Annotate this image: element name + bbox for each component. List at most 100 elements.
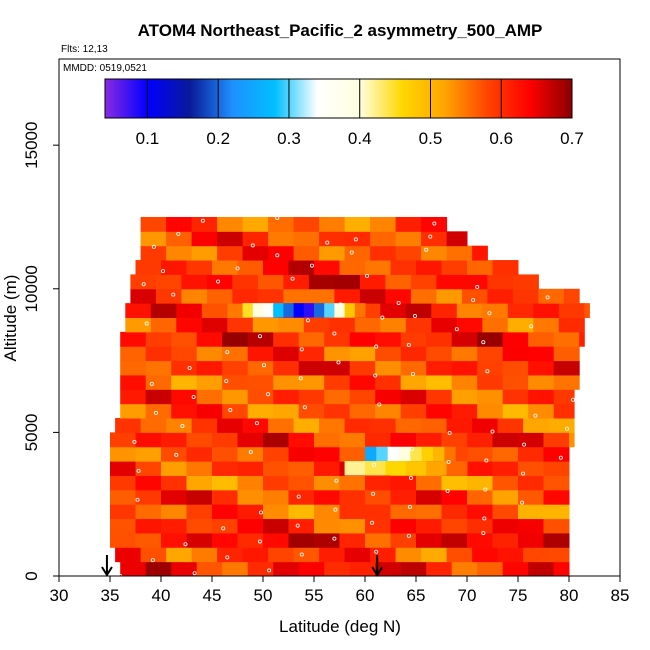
- heatmap-cell: [324, 360, 351, 376]
- x-tick-label: 30: [50, 586, 69, 605]
- x-tick-label: 35: [101, 586, 120, 605]
- heatmap-cell: [263, 532, 289, 548]
- heatmap-cell: [579, 331, 585, 347]
- heatmap-cell: [405, 303, 432, 318]
- heatmap-cell: [390, 532, 417, 548]
- observation-point: [267, 568, 272, 573]
- observation-point: [257, 334, 262, 339]
- heatmap-cell: [507, 303, 534, 318]
- heatmap-feature-cell: [405, 461, 427, 476]
- heatmap-cell: [288, 518, 315, 534]
- heatmap-cell: [487, 274, 514, 290]
- heatmap-cell: [451, 374, 478, 390]
- heatmap-cell: [196, 331, 223, 347]
- heatmap-cell: [237, 432, 264, 448]
- heatmap-cell: [390, 260, 417, 275]
- heatmap-cell: [400, 331, 427, 347]
- heatmap-cell: [186, 489, 213, 505]
- heatmap-cell: [395, 245, 422, 261]
- heatmap-cell: [293, 216, 320, 232]
- heatmap-cell: [370, 245, 397, 261]
- heatmap-cell: [161, 504, 187, 520]
- heatmap-cell: [125, 317, 152, 333]
- x-tick-label: 65: [407, 586, 426, 605]
- heatmap-cell: [186, 504, 213, 520]
- heatmap-cell: [416, 504, 442, 520]
- heatmap-cell: [441, 432, 468, 448]
- heatmap-cell: [467, 475, 493, 491]
- heatmap-cell: [349, 389, 376, 405]
- heatmap-cell: [344, 216, 371, 232]
- observation-point: [454, 327, 459, 332]
- heatmap-cell: [110, 461, 136, 476]
- heatmap-cell: [502, 360, 529, 376]
- observation-point: [485, 369, 490, 374]
- colorbar-tick-label: 0.5: [419, 129, 443, 148]
- observation-point: [484, 458, 489, 463]
- heatmap-cell: [212, 489, 238, 505]
- heatmap-cell: [344, 418, 371, 433]
- heatmap-cell: [145, 346, 172, 362]
- x-tick-label: 70: [458, 586, 477, 605]
- observation-point: [305, 318, 310, 323]
- observation-point: [407, 504, 412, 509]
- heatmap-feature-cell: [387, 446, 400, 462]
- observation-point: [295, 523, 300, 528]
- heatmap-cell: [467, 461, 493, 476]
- heatmap-cell: [467, 532, 493, 548]
- x-tick-label: 60: [356, 586, 375, 605]
- heatmap-cell: [482, 317, 509, 333]
- heatmap-cell: [125, 303, 152, 318]
- heatmap-feature-cell: [293, 303, 305, 318]
- heatmap-cell: [212, 446, 238, 462]
- heatmap-cell: [135, 475, 162, 491]
- heatmap-cell: [298, 374, 325, 390]
- observation-point: [136, 468, 141, 473]
- heatmap-feature-cell: [365, 446, 377, 462]
- heatmap-cell: [212, 432, 238, 448]
- heatmap-cell: [120, 360, 147, 376]
- heatmap-cell: [497, 418, 524, 433]
- heatmap-cell: [436, 274, 463, 290]
- heatmap-cell: [538, 288, 565, 304]
- heatmap-cell: [416, 489, 442, 505]
- heatmap-cell: [161, 260, 187, 275]
- heatmap-cell: [268, 547, 295, 563]
- heatmap-feature-cell: [303, 303, 315, 318]
- heatmap-cell: [247, 403, 274, 419]
- heatmap-cell: [298, 389, 325, 405]
- heatmap-cell: [533, 303, 560, 318]
- heatmap-cell: [324, 561, 351, 577]
- heatmap-cell: [319, 216, 346, 232]
- heatmap-feature-cell: [444, 446, 457, 462]
- heatmap-cell: [385, 288, 412, 304]
- observation-point: [275, 253, 280, 258]
- heatmap-feature-cell: [344, 461, 366, 476]
- heatmap-cell: [492, 489, 519, 505]
- heatmap-cell: [375, 346, 402, 362]
- heatmap-cell: [166, 418, 193, 433]
- heatmap-cell: [461, 288, 488, 304]
- x-tick-label: 40: [152, 586, 171, 605]
- heatmap-feature-cell: [273, 303, 284, 318]
- heatmap-cell: [222, 389, 249, 405]
- heatmap-cell: [553, 331, 580, 347]
- heatmap-cell: [273, 403, 300, 419]
- observation-point: [446, 460, 451, 465]
- observation-point: [374, 549, 379, 554]
- heatmap-cell: [314, 475, 340, 491]
- heatmap-cell: [257, 288, 284, 304]
- heatmap-cell: [370, 231, 397, 247]
- heatmap-cell: [140, 245, 167, 261]
- chart-title: ATOM4 Northeast_Pacific_2 asymmetry_500_…: [138, 21, 543, 40]
- observation-point: [475, 285, 480, 290]
- heatmap-cell: [150, 303, 177, 318]
- observation-point: [521, 471, 526, 476]
- heatmap-cell: [237, 518, 264, 534]
- observation-point: [333, 507, 338, 512]
- heatmap-feature-cell: [354, 303, 366, 318]
- observation-point: [299, 552, 304, 557]
- heatmap-cell: [222, 374, 249, 390]
- heatmap-cell: [528, 389, 555, 405]
